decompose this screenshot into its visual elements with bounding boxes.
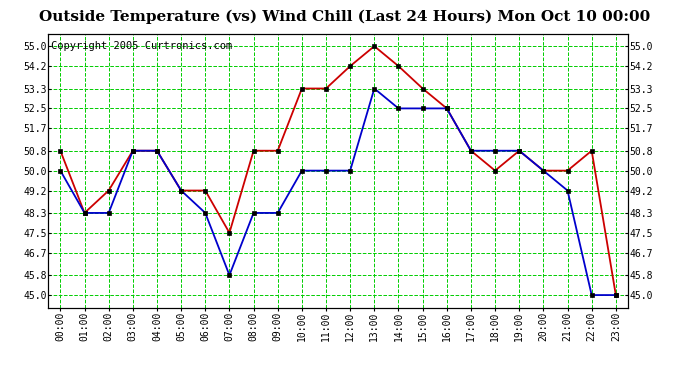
Text: Copyright 2005 Curtronics.com: Copyright 2005 Curtronics.com — [51, 40, 233, 51]
Text: Outside Temperature (vs) Wind Chill (Last 24 Hours) Mon Oct 10 00:00: Outside Temperature (vs) Wind Chill (Las… — [39, 9, 651, 24]
